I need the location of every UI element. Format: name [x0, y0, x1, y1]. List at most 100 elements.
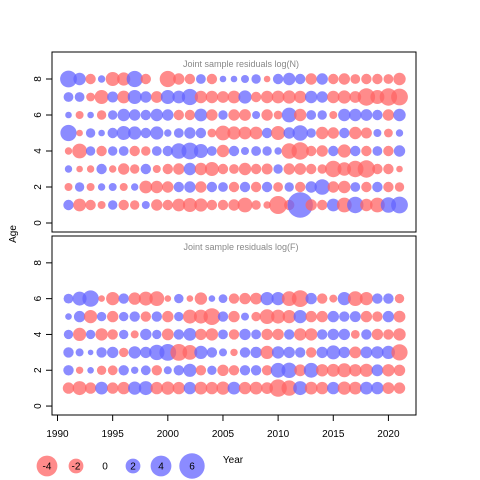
bubble-negative [207, 128, 217, 138]
bubble-negative [261, 163, 273, 175]
bubble-positive [283, 346, 295, 359]
bubble-negative [141, 146, 151, 156]
bubble-negative [305, 73, 317, 85]
bubble-positive [85, 146, 96, 156]
bubble-negative [227, 126, 241, 140]
bubble-positive [184, 181, 196, 193]
panel-log-f: Joint sample residuals log(F) 0 2 4 6 8 [33, 235, 417, 416]
bubble-negative [393, 72, 406, 86]
bubble-negative [205, 90, 219, 104]
bubble-negative [76, 129, 83, 137]
bubble-negative [317, 293, 328, 304]
bubble-negative [283, 163, 295, 175]
bubble-positive [274, 147, 282, 155]
bubble-positive [306, 110, 317, 120]
bubble-negative [215, 125, 231, 141]
bubble-negative [149, 291, 165, 306]
bubble-positive [117, 108, 130, 122]
bubble-positive [116, 126, 131, 140]
bubble-negative [216, 381, 230, 395]
bubble-positive [63, 293, 74, 304]
bubble-negative [316, 310, 328, 323]
bubble-positive [183, 381, 197, 395]
bubble-negative [394, 182, 405, 192]
bubble-positive [140, 127, 151, 139]
bubble-positive [97, 75, 106, 83]
bubble-negative [372, 311, 383, 322]
bubble-positive [98, 129, 105, 137]
bubble-negative [391, 88, 408, 106]
bubble-negative [205, 328, 219, 341]
bubble-negative [194, 90, 208, 104]
bubble-positive [64, 165, 73, 173]
bubble-positive [241, 147, 249, 155]
bubble-negative [194, 198, 208, 212]
bubble-negative [162, 163, 173, 175]
bubble-positive [239, 328, 251, 341]
bubble-negative [393, 328, 406, 341]
legend-bubble [68, 458, 84, 474]
bubble-negative [75, 111, 84, 119]
legend-label: 2 [130, 462, 136, 473]
bubble-negative [230, 348, 238, 357]
bubble-negative [184, 109, 196, 121]
bubble-positive [250, 365, 262, 376]
bubble-positive [96, 347, 107, 358]
bubble-positive [107, 127, 118, 139]
y-tick-label: 0 [33, 220, 44, 226]
bubble-negative [228, 365, 240, 376]
bubble-positive [129, 109, 141, 121]
bubble-positive [349, 311, 361, 323]
bubble-positive [75, 348, 84, 357]
bubble-negative [86, 165, 95, 173]
legend-label: -4 [43, 462, 52, 473]
bubble-positive [349, 108, 362, 122]
bubble-positive [138, 381, 153, 396]
bubble-positive [270, 362, 286, 378]
bubble-positive [338, 328, 350, 341]
bubble-negative [396, 165, 403, 173]
bubble-negative [263, 201, 271, 209]
y-tick-label: 2 [33, 184, 44, 190]
bubble-positive [295, 347, 306, 358]
bubble-positive [287, 192, 313, 218]
x-tick-label: 2015 [322, 429, 345, 440]
bubble-negative [349, 364, 362, 377]
bubble-positive [150, 108, 163, 122]
bubble-positive [328, 145, 339, 157]
x-axis: 1990 1995 2000 2005 2010 2015 2020 [46, 414, 400, 440]
bubble-positive [181, 142, 199, 160]
bubble-negative [348, 381, 362, 395]
bubble-positive [206, 347, 218, 358]
bubble-positive [87, 111, 94, 119]
bubble-positive [339, 311, 350, 322]
bubble-negative [84, 382, 97, 394]
bubble-negative [72, 143, 87, 159]
bubble-positive [239, 347, 251, 358]
bubble-negative [371, 328, 384, 341]
bubble-positive [60, 70, 77, 88]
bubble-positive [261, 181, 273, 193]
bubble-positive [160, 90, 175, 104]
bubble-positive [251, 146, 261, 156]
bubble-negative [316, 364, 329, 377]
bubble-positive [87, 367, 94, 374]
bubble-negative [237, 197, 253, 213]
bubble-positive [272, 73, 284, 85]
bubble-negative [173, 73, 185, 85]
bubble-positive [305, 292, 317, 305]
bubble-negative [361, 181, 372, 193]
bubble-negative [261, 109, 273, 121]
bubble-positive [239, 365, 251, 376]
bubble-positive [372, 181, 383, 193]
bubble-negative [96, 365, 107, 375]
x-tick-label: 2010 [267, 429, 290, 440]
bubble-negative [217, 364, 229, 376]
bubble-negative [291, 290, 309, 307]
bubble-positive [338, 108, 351, 122]
bubble-negative [217, 91, 229, 103]
bubble-negative [249, 381, 263, 395]
bubble-negative [251, 311, 261, 322]
bubble-negative [76, 165, 83, 173]
